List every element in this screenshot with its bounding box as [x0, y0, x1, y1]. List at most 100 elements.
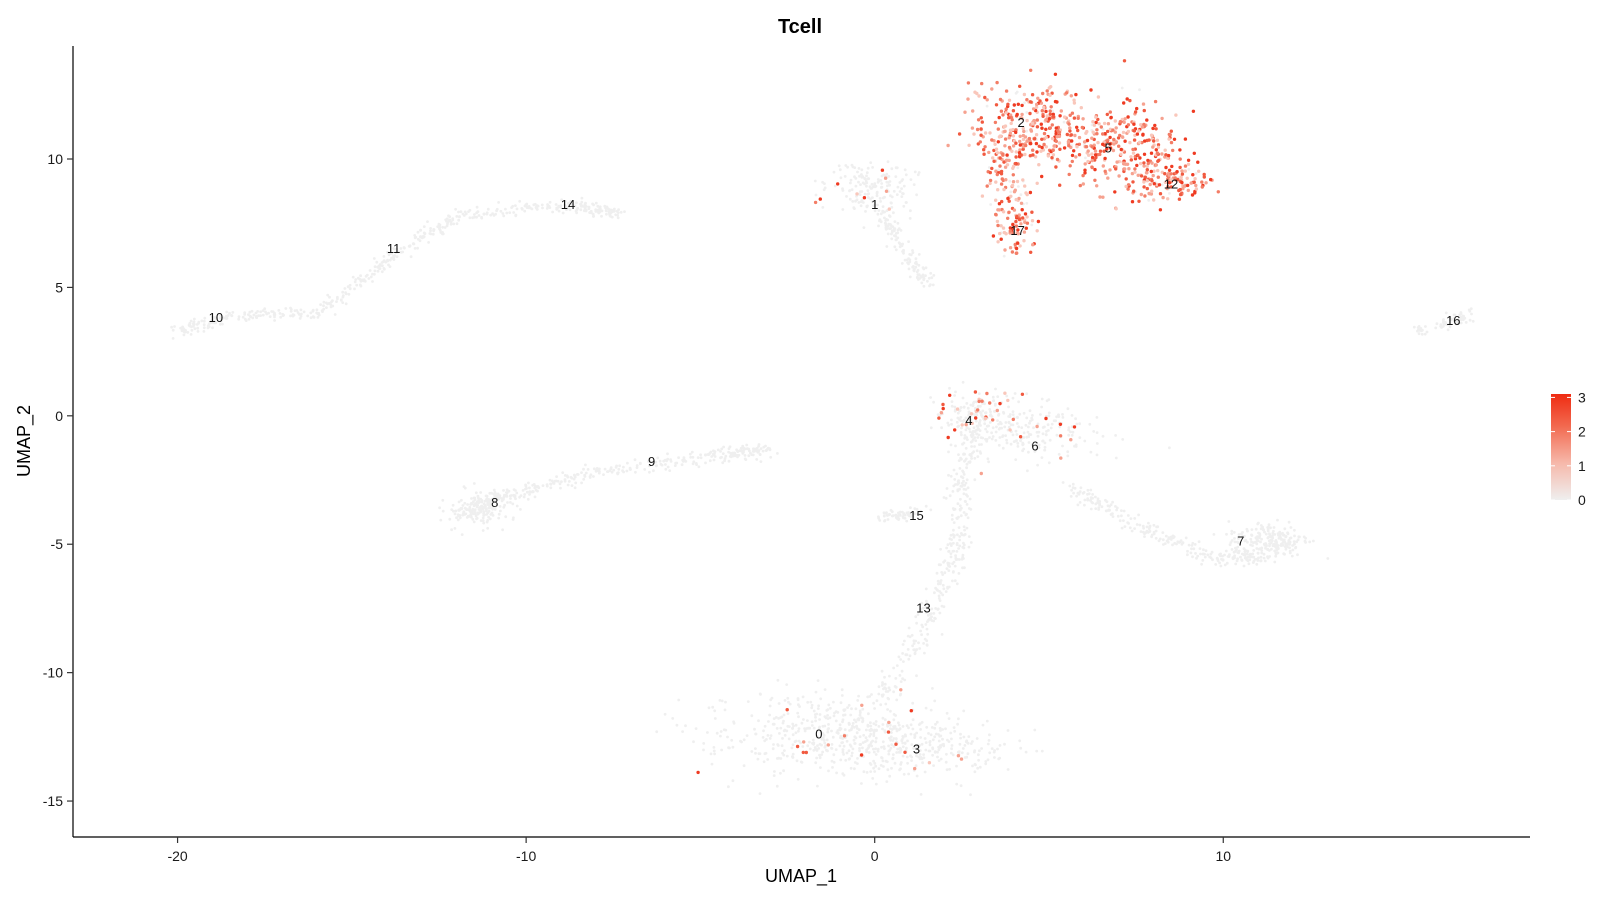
cell-point — [1224, 549, 1228, 553]
cell-point — [810, 720, 814, 724]
cell-point — [1276, 544, 1280, 547]
cell-point — [1011, 164, 1016, 169]
cell-point — [571, 202, 574, 206]
cell-point — [487, 506, 490, 510]
cell-point — [523, 493, 527, 496]
cell-point — [956, 411, 960, 415]
cell-point — [1138, 140, 1142, 144]
cell-point — [793, 740, 797, 744]
cell-point — [368, 269, 372, 272]
cell-point — [853, 761, 857, 764]
cluster-label: 2 — [1017, 115, 1024, 130]
cell-point — [866, 189, 870, 193]
cell-point — [1039, 413, 1042, 416]
cell-point — [1002, 230, 1007, 235]
cell-point — [915, 193, 918, 197]
cell-point — [973, 390, 978, 394]
cell-point — [1157, 183, 1162, 187]
cell-point — [975, 127, 980, 132]
cell-point — [983, 422, 987, 426]
cell-point — [1139, 174, 1144, 178]
cell-point — [953, 478, 957, 481]
cell-point — [903, 513, 907, 517]
cell-point — [842, 744, 846, 748]
cell-point — [997, 413, 1000, 417]
cell-point — [873, 707, 876, 710]
cell-point — [320, 309, 324, 313]
cell-point — [1186, 549, 1189, 553]
cell-point — [1123, 525, 1127, 528]
cell-point — [1014, 219, 1018, 224]
cell-point — [941, 737, 944, 741]
cell-point — [842, 753, 845, 756]
cell-point — [886, 708, 889, 711]
cell-point — [1123, 167, 1127, 171]
cell-point — [1075, 125, 1079, 129]
cell-point — [1011, 423, 1015, 427]
cell-point — [895, 698, 899, 702]
cell-point — [980, 120, 984, 124]
cell-point — [441, 225, 445, 229]
cell-point — [1004, 434, 1007, 437]
cell-point — [1067, 428, 1070, 432]
cell-point — [1078, 501, 1082, 504]
cell-point — [1027, 435, 1030, 439]
cell-point — [910, 743, 914, 746]
cell-point — [979, 471, 983, 476]
cell-point — [1004, 158, 1009, 162]
cell-point — [950, 422, 953, 426]
cell-point — [1468, 318, 1472, 322]
cell-point — [1442, 318, 1445, 321]
cell-point — [1095, 431, 1099, 434]
cell-point — [1232, 556, 1236, 560]
cell-point — [587, 205, 591, 209]
cell-point — [887, 207, 891, 211]
cell-point — [995, 172, 999, 177]
cell-point — [929, 508, 933, 512]
cell-point — [1214, 563, 1218, 566]
cell-point — [1044, 433, 1048, 436]
cell-point — [902, 204, 906, 208]
cell-point — [1040, 145, 1044, 150]
cell-point — [1186, 158, 1191, 162]
cell-point — [479, 510, 482, 514]
cell-point — [573, 475, 577, 479]
cell-point — [1000, 199, 1004, 204]
cell-point — [1101, 132, 1105, 136]
cell-point — [1003, 165, 1008, 169]
cell-point — [468, 508, 472, 511]
cell-point — [855, 731, 859, 735]
cell-point — [959, 736, 962, 740]
cell-point — [962, 473, 966, 476]
cell-point — [1135, 106, 1139, 111]
cell-point — [942, 496, 946, 499]
cell-point — [1192, 547, 1196, 551]
cell-point — [872, 701, 875, 705]
cell-point — [958, 409, 962, 412]
cell-point — [1005, 163, 1010, 167]
cell-point — [810, 703, 814, 707]
cell-point — [1028, 154, 1033, 158]
cell-point — [953, 729, 957, 733]
cell-point — [953, 409, 957, 413]
cell-point — [1167, 168, 1172, 172]
cell-point — [704, 461, 707, 465]
cell-point — [1143, 194, 1147, 198]
cell-point — [766, 734, 770, 737]
cell-point — [988, 751, 992, 755]
cell-point — [455, 215, 459, 218]
cell-point — [616, 211, 620, 215]
cell-point — [1021, 216, 1025, 220]
cell-point — [1106, 138, 1110, 142]
cell-point — [832, 760, 836, 764]
cell-point — [1059, 456, 1063, 460]
cell-point — [1109, 115, 1113, 120]
cell-point — [979, 404, 982, 408]
cell-point — [1199, 552, 1202, 556]
cell-point — [900, 738, 904, 741]
cell-point — [755, 458, 759, 461]
cell-point — [861, 719, 865, 723]
cell-point — [1035, 125, 1040, 129]
cell-point — [441, 231, 444, 234]
cell-point — [1267, 539, 1271, 543]
